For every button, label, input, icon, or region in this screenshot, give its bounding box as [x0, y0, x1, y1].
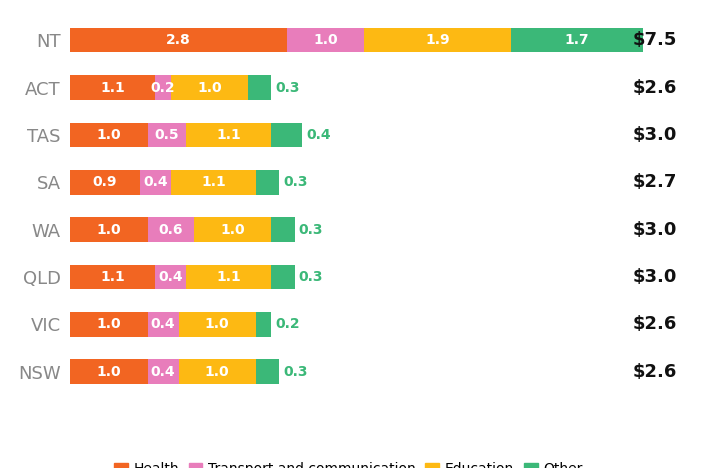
Bar: [179, 359, 256, 384]
Text: 1.1: 1.1: [201, 175, 226, 189]
Bar: [271, 123, 302, 147]
Bar: [148, 359, 179, 384]
Text: 0.4: 0.4: [158, 270, 183, 284]
Bar: [179, 312, 256, 336]
Text: $3.0: $3.0: [633, 268, 677, 286]
Bar: [287, 28, 364, 52]
Text: 0.4: 0.4: [150, 317, 176, 331]
Text: 1.0: 1.0: [313, 33, 338, 47]
Bar: [271, 264, 295, 289]
Text: 0.9: 0.9: [93, 175, 117, 189]
Bar: [70, 123, 148, 147]
Text: 0.3: 0.3: [275, 80, 299, 95]
Bar: [140, 170, 171, 195]
Text: 1.0: 1.0: [205, 317, 230, 331]
Text: $2.6: $2.6: [633, 363, 677, 380]
Text: 1.0: 1.0: [220, 223, 245, 237]
Text: 1.1: 1.1: [101, 270, 125, 284]
Bar: [70, 217, 148, 242]
Bar: [155, 75, 171, 100]
Legend: Health, Transport and communication, Education, Other: Health, Transport and communication, Edu…: [108, 457, 588, 468]
Text: $2.6: $2.6: [633, 79, 677, 96]
Text: 1.0: 1.0: [205, 365, 230, 379]
Text: $3.0: $3.0: [633, 126, 677, 144]
Text: 0.4: 0.4: [150, 365, 176, 379]
Text: 1.1: 1.1: [217, 270, 241, 284]
Text: 0.3: 0.3: [283, 365, 307, 379]
Bar: [70, 359, 148, 384]
Text: 1.0: 1.0: [96, 317, 122, 331]
Text: 1.0: 1.0: [197, 80, 222, 95]
Bar: [148, 217, 194, 242]
Text: $2.6: $2.6: [633, 315, 677, 333]
Text: 1.0: 1.0: [96, 223, 122, 237]
Text: 2.8: 2.8: [166, 33, 191, 47]
Bar: [171, 75, 248, 100]
Text: $7.5: $7.5: [633, 31, 677, 49]
Text: $3.0: $3.0: [633, 220, 677, 239]
Text: $2.7: $2.7: [633, 173, 677, 191]
Bar: [256, 312, 271, 336]
Bar: [70, 75, 155, 100]
Bar: [186, 123, 271, 147]
Bar: [511, 28, 643, 52]
Text: 1.0: 1.0: [96, 365, 122, 379]
Text: 0.4: 0.4: [307, 128, 331, 142]
Bar: [155, 264, 186, 289]
Bar: [70, 264, 155, 289]
Text: 0.3: 0.3: [298, 223, 323, 237]
Bar: [256, 170, 279, 195]
Bar: [70, 170, 140, 195]
Text: 1.0: 1.0: [96, 128, 122, 142]
Bar: [70, 28, 287, 52]
Bar: [186, 264, 271, 289]
Text: 0.6: 0.6: [159, 223, 183, 237]
Bar: [364, 28, 511, 52]
Bar: [171, 170, 256, 195]
Text: 0.2: 0.2: [150, 80, 176, 95]
Bar: [271, 217, 295, 242]
Text: 0.3: 0.3: [298, 270, 323, 284]
Bar: [248, 75, 271, 100]
Text: 1.1: 1.1: [217, 128, 241, 142]
Bar: [256, 359, 279, 384]
Bar: [148, 123, 186, 147]
Text: 1.1: 1.1: [101, 80, 125, 95]
Bar: [70, 312, 148, 336]
Text: 1.7: 1.7: [565, 33, 589, 47]
Text: 0.3: 0.3: [283, 175, 307, 189]
Text: 1.9: 1.9: [425, 33, 450, 47]
Bar: [194, 217, 271, 242]
Text: 0.2: 0.2: [275, 317, 300, 331]
Text: 0.4: 0.4: [143, 175, 168, 189]
Bar: [148, 312, 179, 336]
Text: 0.5: 0.5: [155, 128, 179, 142]
